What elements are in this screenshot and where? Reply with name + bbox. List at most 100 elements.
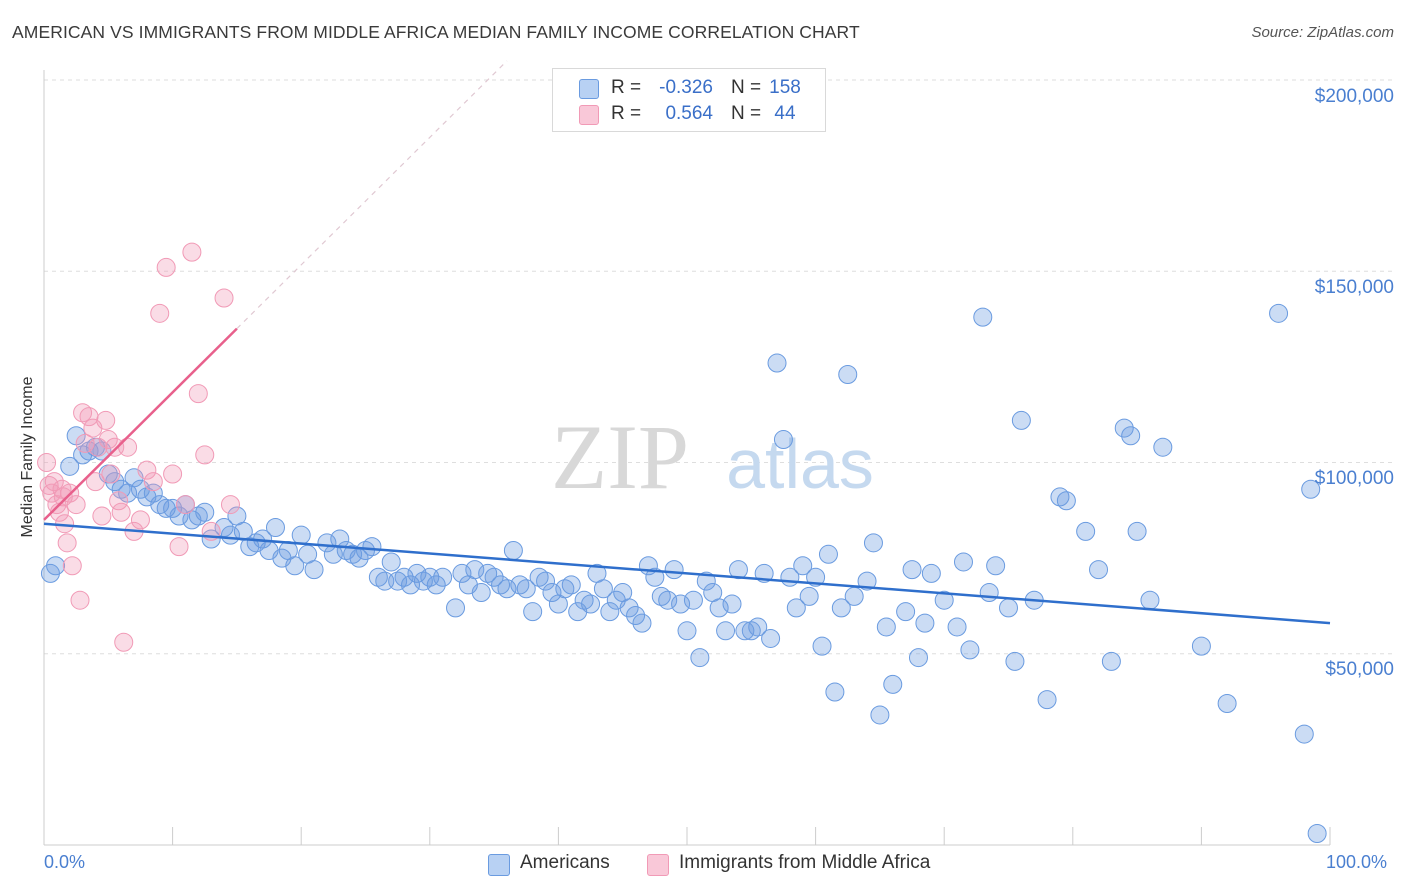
data-point (690, 648, 710, 668)
pink-swatch (647, 854, 669, 876)
data-point (857, 571, 877, 591)
legend-label: Immigrants from Middle Africa (679, 852, 931, 873)
data-point (195, 502, 215, 522)
n-label: N = (731, 77, 762, 98)
legend-row-americans: R = -0.326 N = 158 (553, 75, 825, 101)
data-point (101, 464, 121, 484)
watermark: ZIP atlas (551, 406, 874, 508)
data-point (581, 594, 601, 614)
americans-points (40, 303, 1327, 844)
data-point (92, 506, 112, 526)
data-point (37, 453, 57, 472)
data-point (46, 556, 66, 576)
data-point (471, 583, 491, 603)
data-point (98, 430, 118, 450)
data-point (761, 628, 781, 648)
legend-row-immigrants: R = 0.564 N = 44 (553, 101, 825, 127)
data-point (523, 602, 543, 622)
data-point (163, 464, 183, 484)
data-point (47, 495, 67, 515)
data-point (658, 590, 678, 610)
americans-trend-line (43, 522, 1331, 625)
data-point (465, 560, 485, 580)
data-point (143, 472, 163, 492)
data-point (999, 598, 1018, 618)
data-point (709, 598, 729, 618)
data-point (60, 456, 80, 476)
data-point (70, 590, 90, 610)
data-point (664, 560, 684, 580)
data-point (677, 621, 697, 641)
data-point (844, 586, 864, 606)
data-point (716, 621, 736, 641)
data-point (44, 472, 64, 492)
data-point (748, 617, 768, 637)
data-point (934, 590, 954, 610)
data-point (960, 640, 980, 660)
data-point (1217, 693, 1237, 713)
data-point (85, 472, 105, 492)
data-point (433, 567, 453, 587)
data-point (838, 365, 858, 385)
data-point (169, 506, 189, 526)
data-point (265, 518, 285, 538)
data-point (92, 441, 112, 461)
axes (43, 70, 1331, 846)
data-point (188, 384, 208, 404)
r-label: R = (611, 77, 642, 98)
data-point (953, 552, 973, 572)
data-point (407, 563, 427, 583)
data-point (1294, 724, 1314, 744)
data-point (1011, 410, 1031, 430)
data-point (825, 682, 845, 702)
x-tick-label: 0.0% (44, 852, 86, 872)
data-point (1114, 418, 1134, 438)
data-point (1056, 491, 1076, 511)
data-point (381, 552, 401, 572)
data-point (863, 533, 883, 553)
data-point (696, 571, 716, 591)
data-point (1191, 636, 1211, 656)
gridlines (44, 79, 1395, 655)
data-point (39, 475, 59, 495)
data-point (870, 705, 890, 725)
data-point (304, 560, 324, 580)
data-point (195, 445, 215, 465)
n-label: N = (731, 103, 762, 124)
data-point (75, 433, 95, 453)
data-point (201, 529, 221, 549)
data-point (452, 563, 472, 583)
data-point (1153, 437, 1173, 457)
blue-swatch (579, 79, 599, 99)
data-point (175, 495, 195, 515)
r-label: R = (611, 103, 642, 124)
legend-label: Americans (520, 852, 610, 873)
data-point (401, 575, 421, 595)
data-point (1269, 303, 1289, 323)
data-point (773, 430, 793, 450)
data-point (876, 617, 896, 637)
data-point (220, 495, 240, 515)
data-point (947, 617, 967, 637)
r-value: -0.326 (659, 77, 713, 98)
data-point (394, 567, 414, 587)
data-point (214, 288, 234, 308)
r-value: 0.564 (665, 103, 713, 124)
data-point (979, 583, 999, 603)
trend-lines (43, 60, 1331, 625)
chart-title: AMERICAN VS IMMIGRANTS FROM MIDDLE AFRIC… (12, 22, 860, 42)
data-point (143, 483, 163, 503)
data-point (426, 575, 446, 595)
data-point (118, 437, 138, 457)
source-label: Source: ZipAtlas.com (1251, 24, 1394, 41)
data-point (793, 556, 813, 576)
n-value: 44 (774, 103, 796, 124)
data-point (818, 544, 838, 564)
data-point (130, 510, 150, 530)
data-point (619, 598, 639, 618)
data-point (536, 571, 556, 591)
data-point (806, 567, 826, 587)
data-point (1127, 521, 1147, 541)
data-point (182, 242, 202, 262)
data-point (973, 307, 993, 327)
